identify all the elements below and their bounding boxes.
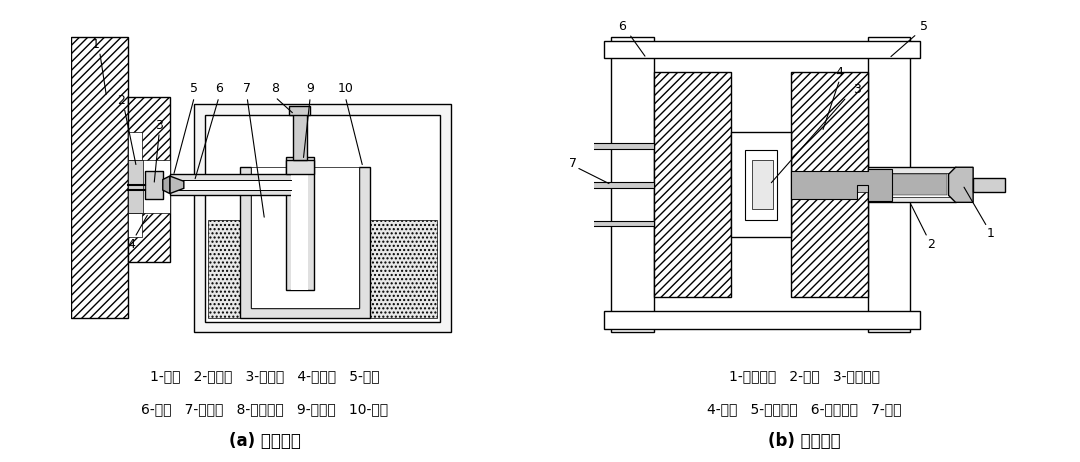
Text: 1-压射冲头   2-料筒   3-模具型腔: 1-压射冲头 2-料筒 3-模具型腔 — [729, 370, 880, 383]
Text: 8: 8 — [271, 82, 279, 95]
Bar — [611, 37, 653, 332]
Text: (a) 热室压铸: (a) 热室压铸 — [229, 432, 300, 450]
Bar — [170, 180, 293, 190]
Polygon shape — [127, 132, 141, 160]
Polygon shape — [127, 213, 141, 237]
Polygon shape — [163, 176, 170, 194]
Text: 5: 5 — [920, 20, 928, 33]
Polygon shape — [127, 97, 170, 262]
Bar — [869, 174, 947, 195]
Text: 7: 7 — [569, 157, 577, 170]
Bar — [251, 167, 360, 308]
Text: 2: 2 — [927, 238, 935, 251]
Bar — [605, 311, 920, 329]
Polygon shape — [170, 176, 184, 194]
Bar — [605, 41, 920, 58]
Bar — [586, 143, 653, 149]
Bar — [205, 115, 441, 322]
Text: 4-模具   5-模具定模   6-模具动模   7-顶杆: 4-模具 5-模具定模 6-模具动模 7-顶杆 — [707, 402, 902, 416]
Bar — [868, 37, 910, 332]
Bar — [127, 160, 170, 213]
Bar — [868, 167, 956, 202]
Bar — [293, 108, 307, 160]
Text: 1-铸件   2-内浇道   3-分配器   4-直浇道   5-喷嘴: 1-铸件 2-内浇道 3-分配器 4-直浇道 5-喷嘴 — [150, 370, 379, 383]
Bar — [858, 178, 869, 192]
Polygon shape — [71, 37, 127, 318]
Bar — [868, 172, 956, 197]
Text: 9: 9 — [307, 82, 314, 95]
Bar — [791, 73, 868, 297]
Text: 1: 1 — [92, 38, 100, 51]
Polygon shape — [745, 150, 777, 220]
Text: 4: 4 — [127, 238, 135, 251]
Text: (b) 冷室压铸: (b) 冷室压铸 — [768, 432, 841, 450]
Text: 3: 3 — [853, 84, 861, 97]
Bar — [194, 104, 450, 332]
Polygon shape — [948, 167, 973, 202]
Polygon shape — [791, 169, 892, 201]
Bar — [291, 167, 309, 290]
Bar — [586, 182, 653, 188]
Text: 6-浇道   7-金属液   8-压射冲头   9-浇料壶   10-炉体: 6-浇道 7-金属液 8-压射冲头 9-浇料壶 10-炉体 — [141, 402, 388, 416]
Bar — [286, 157, 314, 290]
Text: 2: 2 — [117, 94, 124, 107]
Bar — [752, 160, 773, 209]
Bar — [289, 106, 310, 115]
Text: 5: 5 — [190, 82, 199, 95]
Bar — [208, 220, 436, 318]
Polygon shape — [240, 167, 370, 318]
Text: 10: 10 — [337, 82, 353, 95]
Bar — [653, 73, 731, 297]
Bar — [586, 221, 653, 226]
Bar — [127, 160, 144, 213]
Text: 4: 4 — [836, 66, 843, 79]
Bar — [731, 132, 791, 237]
Text: 7: 7 — [243, 82, 251, 95]
Bar — [286, 160, 314, 174]
Text: 1: 1 — [987, 227, 995, 240]
Polygon shape — [145, 171, 163, 199]
Text: 6: 6 — [215, 82, 222, 95]
Text: 6: 6 — [618, 20, 626, 33]
Text: 3: 3 — [156, 119, 163, 132]
Bar — [973, 178, 1004, 192]
Bar — [170, 174, 293, 195]
Polygon shape — [127, 185, 145, 190]
